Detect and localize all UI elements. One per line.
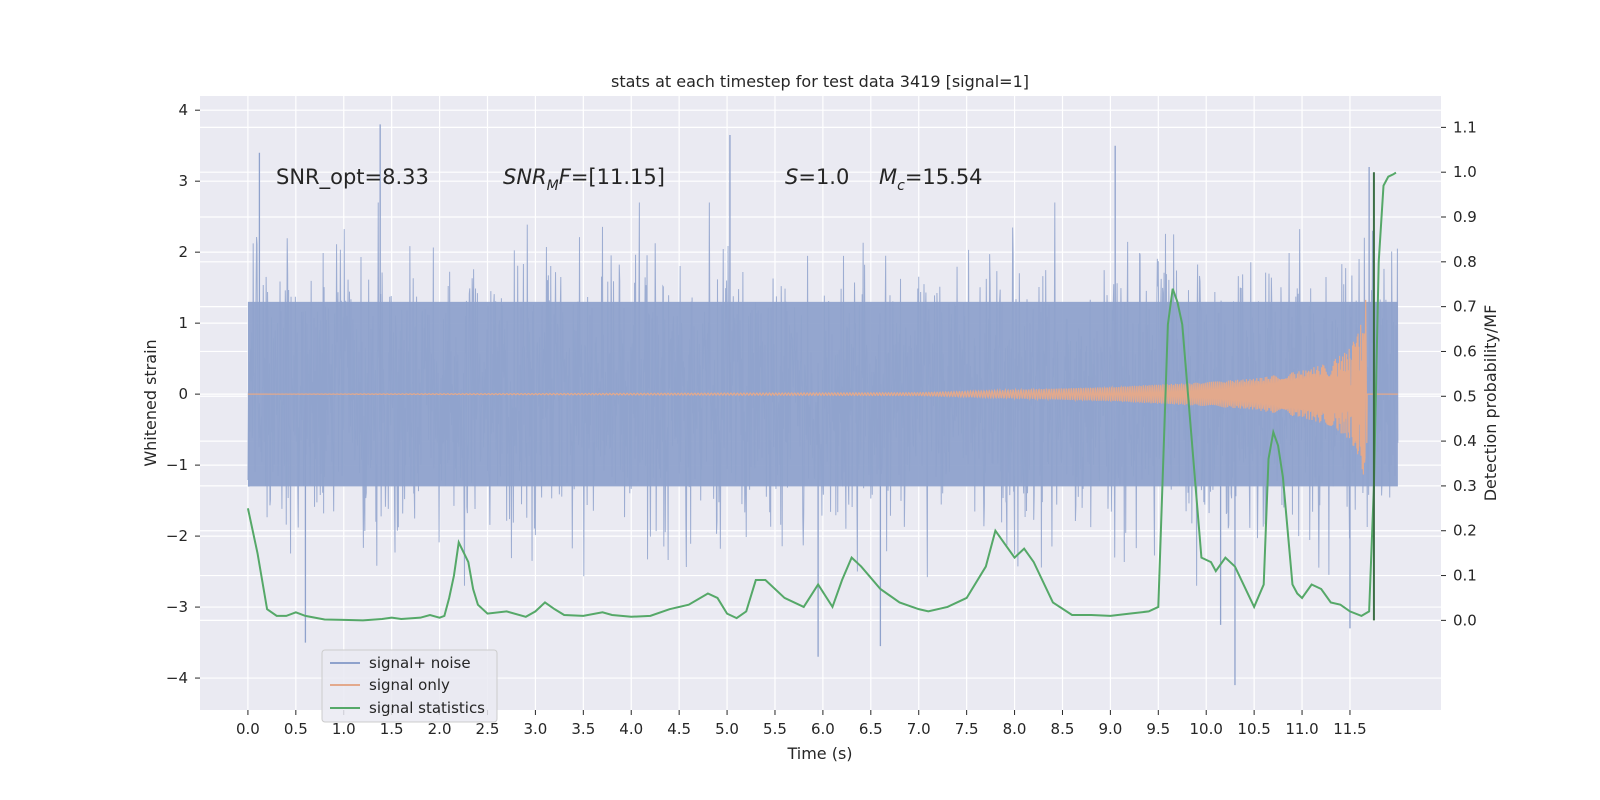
y-right-tick-label: 1.0 — [1453, 163, 1477, 181]
y-right-tick-label: 0.0 — [1453, 611, 1477, 629]
annotations: SNR_opt=8.33 SNRMF=[11.15] S=1.0 Mc=15.5… — [276, 165, 983, 194]
x-tick-label: 3.5 — [571, 720, 595, 738]
x-tick-label: 0.5 — [284, 720, 308, 738]
x-tick-label: 7.5 — [955, 720, 979, 738]
annotation-mc: Mc=15.54 — [879, 165, 983, 194]
annotation-s: S=1.0 — [785, 165, 849, 189]
legend-label-signal-statistics: signal statistics — [369, 699, 485, 717]
chart-title: stats at each timestep for test data 341… — [611, 72, 1029, 91]
y-left-tick-label: 2 — [178, 243, 188, 261]
legend: signal+ noise signal only signal statist… — [321, 649, 498, 723]
x-axis-ticks: 0.0 0.5 1.0 1.5 2.0 2.5 3.0 3.5 4.0 4.5 5.0 5.5 6.0 6… — [236, 710, 1367, 738]
y-right-tick-label: 0.1 — [1453, 567, 1477, 585]
annotation-snr-opt: SNR_opt=8.33 — [276, 165, 429, 190]
y-right-axis-ticks: 0.0 0.1 0.2 0.3 0.4 0.5 0.6 0.7 0.8 0.9 1.0 1.1 — [1441, 118, 1477, 629]
legend-label-signal-noise: signal+ noise — [369, 654, 471, 672]
x-tick-label: 2.0 — [428, 720, 452, 738]
y-left-tick-label: 1 — [178, 314, 188, 332]
y-right-tick-label: 0.3 — [1453, 477, 1477, 495]
legend-box — [321, 649, 498, 723]
x-tick-label: 1.0 — [332, 720, 356, 738]
y-left-tick-label: −2 — [166, 527, 188, 545]
y-right-tick-label: 0.5 — [1453, 387, 1477, 405]
legend-label-signal-only: signal only — [369, 676, 450, 694]
y-right-tick-label: 0.2 — [1453, 522, 1477, 540]
y-left-axis-ticks: −4 −3 −2 −1 0 1 2 3 4 — [166, 101, 200, 687]
x-tick-label: 8.5 — [1051, 720, 1075, 738]
x-tick-label: 10.0 — [1190, 720, 1223, 738]
x-tick-label: 2.5 — [476, 720, 500, 738]
y-right-tick-label: 0.6 — [1453, 342, 1477, 360]
x-tick-label: 0.0 — [236, 720, 260, 738]
annotation-snr-mf: SNRMF=[11.15] — [503, 165, 665, 194]
series-signal-statistics — [246, 171, 1397, 622]
series-signal-only-line — [247, 299, 1398, 475]
series-signal-only — [247, 299, 1398, 475]
x-tick-label: 5.5 — [763, 720, 787, 738]
y-left-tick-label: 4 — [178, 101, 188, 119]
y-right-tick-label: 0.9 — [1453, 208, 1477, 226]
x-tick-label: 6.5 — [859, 720, 883, 738]
x-tick-label: 9.5 — [1146, 720, 1170, 738]
y-right-tick-label: 0.8 — [1453, 253, 1477, 271]
y-left-tick-label: −1 — [166, 456, 188, 474]
series-signal-statistics-line — [246, 171, 1397, 622]
y-left-tick-label: −4 — [166, 669, 188, 687]
x-tick-label: 9.0 — [1098, 720, 1122, 738]
x-tick-label: 11.0 — [1285, 720, 1318, 738]
y-right-tick-label: 0.4 — [1453, 432, 1477, 450]
y-left-tick-label: −3 — [166, 598, 188, 616]
x-tick-label: 7.0 — [907, 720, 931, 738]
y-left-axis-label: Whitened strain — [141, 339, 160, 466]
x-tick-label: 4.0 — [619, 720, 643, 738]
x-tick-label: 1.5 — [380, 720, 404, 738]
x-tick-label: 6.0 — [811, 720, 835, 738]
x-tick-label: 11.5 — [1333, 720, 1366, 738]
x-tick-label: 3.0 — [523, 720, 547, 738]
y-right-axis-label: Detection probability/MF — [1481, 305, 1500, 502]
x-tick-label: 10.5 — [1237, 720, 1270, 738]
x-tick-label: 8.0 — [1003, 720, 1027, 738]
y-left-tick-label: 3 — [178, 172, 188, 190]
y-left-tick-label: 0 — [178, 385, 188, 403]
y-right-tick-label: 1.1 — [1453, 118, 1477, 136]
x-axis-label: Time (s) — [786, 744, 852, 763]
x-tick-label: 4.5 — [667, 720, 691, 738]
y-right-tick-label: 0.7 — [1453, 298, 1477, 316]
x-tick-label: 5.0 — [715, 720, 739, 738]
